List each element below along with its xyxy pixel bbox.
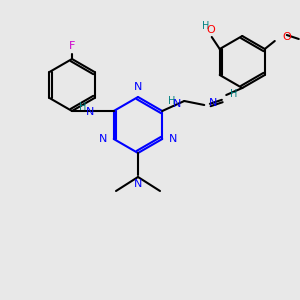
Text: H: H bbox=[79, 102, 87, 112]
Text: N: N bbox=[134, 82, 142, 92]
Text: H: H bbox=[202, 21, 209, 31]
Text: H: H bbox=[168, 96, 175, 106]
Text: N: N bbox=[169, 134, 178, 144]
Text: N: N bbox=[173, 99, 182, 109]
Text: F: F bbox=[69, 41, 75, 51]
Text: O: O bbox=[283, 32, 292, 42]
Text: O: O bbox=[206, 25, 215, 35]
Text: H: H bbox=[230, 89, 238, 99]
Text: N: N bbox=[86, 107, 94, 117]
Text: N: N bbox=[134, 179, 142, 189]
Text: N: N bbox=[98, 134, 107, 144]
Text: N: N bbox=[209, 98, 218, 108]
